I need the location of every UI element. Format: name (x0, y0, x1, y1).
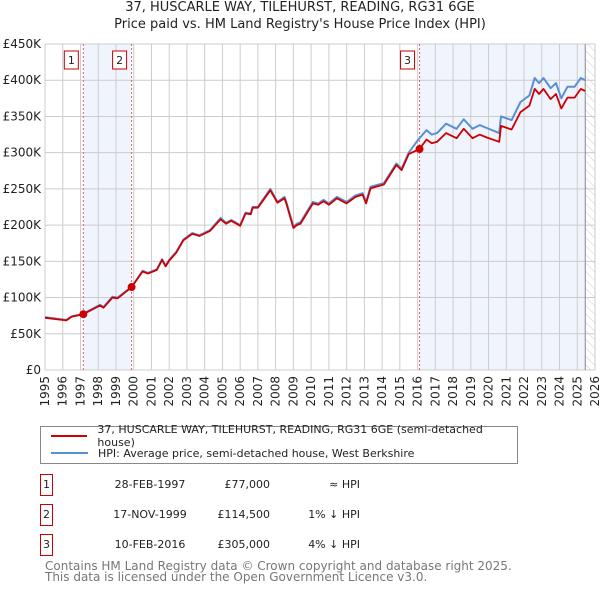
x-tick-label: 2021 (499, 376, 513, 407)
x-tick-label: 2004 (198, 376, 212, 407)
x-tick-label: 1997 (73, 376, 87, 407)
sale-marker: 1 (40, 474, 53, 496)
sale-date: 10-FEB-2016 (114, 538, 186, 551)
y-tick-label: £400K (3, 73, 43, 87)
x-tick-label: 2008 (269, 376, 283, 407)
sale-point (127, 283, 136, 292)
sale-row: 2 17-NOV-1999 £114,500 1% ↓ HPI (40, 504, 540, 526)
x-tick-label: 2024 (553, 376, 567, 407)
sale-label-box (112, 50, 128, 70)
sale-marker: 2 (40, 504, 53, 526)
footer-licence: This data is licensed under the Open Gov… (45, 570, 428, 584)
forecast-hatch (585, 44, 595, 370)
sale-point (415, 145, 424, 154)
x-tick-label: 2001 (144, 376, 158, 407)
sale-hpi: 4% ↓ HPI (308, 538, 360, 551)
legend-item-property: 37, HUSCARLE WAY, TILEHURST, READING, RG… (41, 423, 517, 449)
legend-label: 37, HUSCARLE WAY, TILEHURST, READING, RG… (97, 423, 483, 449)
chart-title: 37, HUSCARLE WAY, TILEHURST, READING, RG… (125, 0, 475, 15)
x-tick-label: 2018 (446, 376, 460, 407)
x-tick-label: 2022 (517, 376, 531, 407)
x-tick-label: 2023 (535, 376, 549, 407)
y-tick-label: £250K (3, 182, 43, 196)
x-tick-label: 2009 (286, 376, 300, 407)
y-tick-label: £350K (3, 109, 43, 123)
x-tick-label: 2000 (127, 376, 141, 407)
x-tick-label: 2019 (464, 376, 478, 407)
x-tick-label: 2017 (428, 376, 442, 407)
sale-row: 1 28-FEB-1997 £77,000 ≈ HPI (40, 474, 540, 496)
x-tick-label: 2010 (304, 376, 318, 407)
sale-hpi: 1% ↓ HPI (308, 508, 360, 521)
x-tick-label: 2005 (215, 376, 229, 407)
chart-subtitle: Price paid vs. HM Land Registry's House … (114, 17, 486, 32)
legend-swatch-red (51, 435, 88, 437)
y-tick-label: £200K (3, 218, 43, 232)
sale-label-box (400, 50, 416, 70)
legend: 37, HUSCARLE WAY, TILEHURST, READING, RG… (40, 423, 518, 464)
sale-label-text: 1 (68, 54, 75, 67)
y-tick-label: £100K (3, 291, 43, 305)
y-tick-label: £150K (3, 254, 43, 268)
x-tick-label: 1996 (56, 376, 70, 407)
x-tick-label: 2006 (233, 376, 247, 407)
x-tick-label: 1999 (109, 376, 123, 407)
x-tick-label: 2020 (482, 376, 496, 407)
shaded-period (83, 44, 132, 370)
sale-price: £77,000 (224, 478, 271, 491)
x-tick-label: 1998 (91, 376, 105, 407)
sale-marker: 3 (40, 534, 53, 556)
sale-date: 28-FEB-1997 (114, 478, 186, 491)
y-tick-label: £300K (3, 146, 43, 160)
sale-price: £305,000 (217, 538, 271, 551)
sale-date: 17-NOV-1999 (113, 508, 187, 521)
x-tick-label: 2011 (322, 376, 336, 407)
x-tick-label: 2026 (588, 376, 600, 407)
legend-label: HPI: Average price, semi-detached house,… (98, 446, 415, 460)
x-tick-label: 1995 (38, 376, 52, 407)
sale-hpi: ≈ HPI (329, 478, 360, 491)
legend-swatch-blue (51, 452, 88, 454)
footer-copyright: Contains HM Land Registry data © Crown c… (45, 559, 512, 573)
y-tick-label: £50K (10, 327, 42, 341)
sale-label-box (63, 50, 79, 70)
sale-price: £114,500 (217, 508, 271, 521)
x-tick-label: 2007 (251, 376, 265, 407)
x-tick-label: 2002 (162, 376, 176, 407)
sale-row: 3 10-FEB-2016 £305,000 4% ↓ HPI (40, 534, 540, 556)
x-tick-label: 2012 (340, 376, 354, 407)
property-series-line (44, 88, 586, 322)
x-tick-label: 2003 (180, 376, 194, 407)
sale-point (79, 310, 88, 319)
x-tick-label: 2016 (411, 376, 425, 407)
x-tick-label: 2014 (375, 376, 389, 407)
x-tick-label: 2013 (357, 376, 371, 407)
x-tick-label: 2015 (393, 376, 407, 407)
sale-label-text: 3 (404, 54, 411, 67)
price-chart: 1995 1996 1997 1998 1999 2000 2001 2002 2003 2004… (3, 37, 600, 407)
sale-label-text: 2 (116, 54, 123, 67)
y-tick-label: £0 (26, 363, 41, 377)
x-tick-label: 2025 (570, 376, 584, 407)
legend-item-hpi: HPI: Average price, semi-detached house,… (41, 445, 414, 461)
y-tick-label: £450K (3, 37, 43, 51)
